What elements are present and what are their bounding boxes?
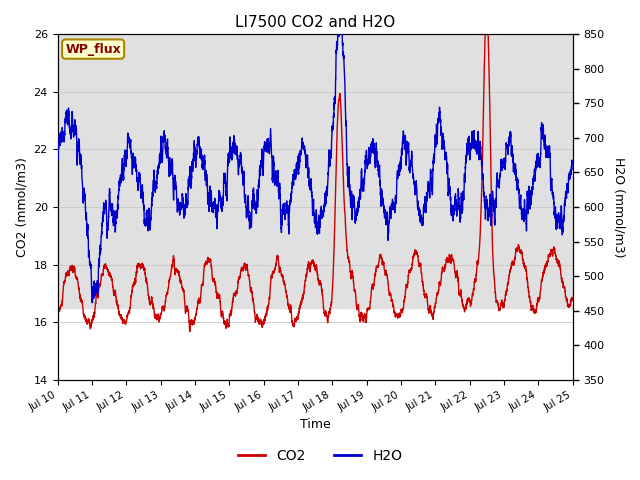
Y-axis label: CO2 (mmol/m3): CO2 (mmol/m3) bbox=[15, 157, 28, 257]
Text: WP_flux: WP_flux bbox=[65, 43, 121, 56]
Title: LI7500 CO2 and H2O: LI7500 CO2 and H2O bbox=[235, 15, 396, 30]
Y-axis label: H2O (mmol/m3): H2O (mmol/m3) bbox=[612, 156, 625, 257]
Legend: CO2, H2O: CO2, H2O bbox=[232, 443, 408, 468]
Bar bbox=[58, 34, 573, 308]
X-axis label: Time: Time bbox=[300, 419, 330, 432]
